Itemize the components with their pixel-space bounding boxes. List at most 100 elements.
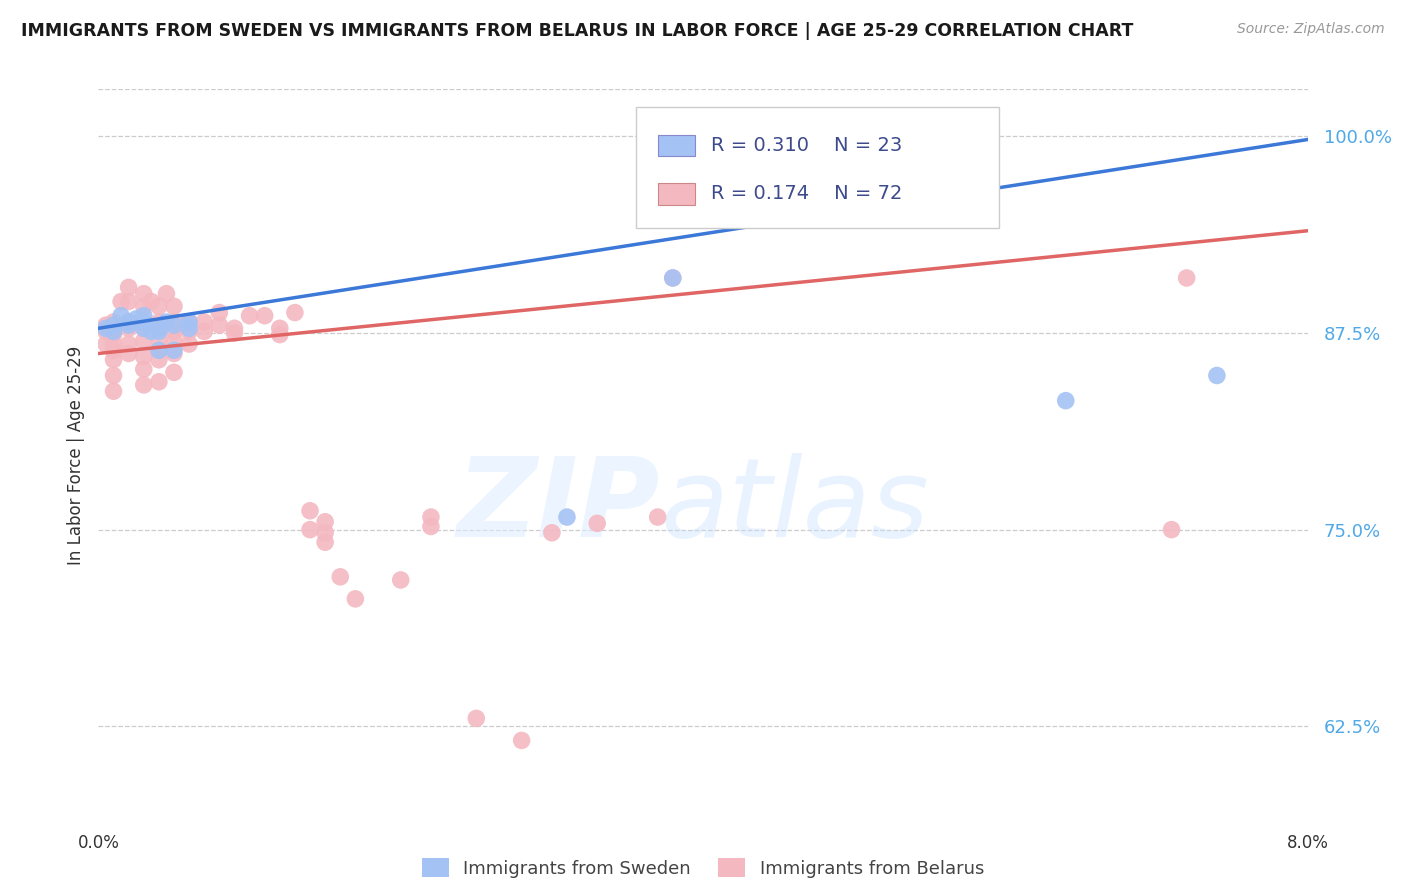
Point bbox=[125, 311, 148, 326]
Point bbox=[132, 378, 155, 392]
Point bbox=[148, 375, 170, 389]
Point bbox=[179, 321, 201, 335]
Point bbox=[132, 334, 155, 348]
Point bbox=[329, 570, 352, 584]
Point bbox=[163, 334, 186, 348]
Point bbox=[103, 384, 125, 399]
Point bbox=[141, 325, 163, 339]
Point bbox=[1205, 368, 1229, 383]
Point bbox=[419, 519, 441, 533]
Point bbox=[118, 315, 141, 329]
Point bbox=[163, 325, 186, 339]
Point bbox=[148, 325, 170, 339]
Point bbox=[1160, 523, 1182, 537]
Point bbox=[103, 337, 125, 351]
Point bbox=[269, 327, 291, 342]
Point bbox=[419, 510, 441, 524]
Point bbox=[586, 516, 609, 531]
Point bbox=[103, 327, 125, 342]
Point bbox=[148, 343, 170, 358]
Point bbox=[540, 525, 562, 540]
Point bbox=[179, 315, 201, 329]
Point bbox=[148, 321, 170, 335]
Point bbox=[269, 321, 291, 335]
Point bbox=[661, 271, 683, 285]
Text: ZIP: ZIP bbox=[457, 452, 661, 559]
Point bbox=[132, 315, 155, 329]
Point bbox=[103, 315, 125, 329]
Legend: Immigrants from Sweden, Immigrants from Belarus: Immigrants from Sweden, Immigrants from … bbox=[415, 851, 991, 885]
Point bbox=[103, 325, 125, 339]
Point bbox=[299, 504, 322, 518]
Point bbox=[155, 315, 177, 329]
Point bbox=[208, 305, 231, 319]
Point bbox=[193, 315, 215, 329]
Point bbox=[224, 321, 246, 335]
Point bbox=[103, 352, 125, 367]
Point bbox=[118, 280, 141, 294]
Point bbox=[314, 535, 336, 549]
Point bbox=[132, 362, 155, 376]
Point bbox=[389, 573, 412, 587]
Point bbox=[163, 318, 186, 333]
Point bbox=[163, 299, 186, 313]
Point bbox=[253, 309, 276, 323]
Point bbox=[163, 315, 186, 329]
Point bbox=[148, 299, 170, 313]
Point bbox=[647, 510, 669, 524]
Point bbox=[118, 346, 141, 360]
Point bbox=[94, 318, 117, 333]
Point bbox=[179, 337, 201, 351]
Point bbox=[661, 271, 683, 285]
Text: atlas: atlas bbox=[661, 452, 929, 559]
Point bbox=[132, 299, 155, 313]
Text: Source: ZipAtlas.com: Source: ZipAtlas.com bbox=[1237, 22, 1385, 37]
Point bbox=[208, 318, 231, 333]
Text: R = 0.174    N = 72: R = 0.174 N = 72 bbox=[711, 185, 903, 203]
Point bbox=[132, 350, 155, 364]
Point bbox=[118, 294, 141, 309]
Point bbox=[132, 321, 155, 335]
FancyBboxPatch shape bbox=[637, 108, 1000, 228]
Point bbox=[465, 711, 488, 725]
Y-axis label: In Labor Force | Age 25-29: In Labor Force | Age 25-29 bbox=[66, 345, 84, 565]
Point bbox=[103, 368, 125, 383]
Point bbox=[163, 346, 186, 360]
Point bbox=[148, 334, 170, 348]
Point bbox=[344, 591, 367, 606]
Point bbox=[314, 515, 336, 529]
Point bbox=[141, 294, 163, 309]
Point bbox=[1054, 393, 1077, 408]
Point bbox=[118, 337, 141, 351]
Point bbox=[510, 733, 533, 747]
Point bbox=[110, 309, 132, 323]
Point bbox=[103, 343, 125, 358]
Point bbox=[193, 325, 215, 339]
Point bbox=[148, 343, 170, 358]
Point bbox=[163, 343, 186, 358]
FancyBboxPatch shape bbox=[658, 135, 695, 156]
Point bbox=[224, 326, 246, 340]
Point bbox=[110, 294, 132, 309]
Text: R = 0.310    N = 23: R = 0.310 N = 23 bbox=[711, 136, 903, 155]
Point bbox=[555, 510, 578, 524]
Point bbox=[118, 321, 141, 335]
Point bbox=[94, 337, 117, 351]
Point bbox=[299, 523, 322, 537]
Point bbox=[94, 325, 117, 339]
Point bbox=[132, 286, 155, 301]
Point bbox=[118, 318, 141, 333]
Point bbox=[314, 525, 336, 540]
FancyBboxPatch shape bbox=[658, 183, 695, 205]
Point bbox=[103, 325, 125, 339]
Point bbox=[1175, 271, 1198, 285]
Point bbox=[179, 325, 201, 339]
Point bbox=[118, 315, 141, 329]
Point bbox=[284, 305, 307, 319]
Point bbox=[179, 315, 201, 329]
Point bbox=[132, 309, 155, 323]
Text: IMMIGRANTS FROM SWEDEN VS IMMIGRANTS FROM BELARUS IN LABOR FORCE | AGE 25-29 COR: IMMIGRANTS FROM SWEDEN VS IMMIGRANTS FRO… bbox=[21, 22, 1133, 40]
Point bbox=[163, 365, 186, 379]
Point bbox=[155, 286, 177, 301]
Point bbox=[132, 321, 155, 335]
